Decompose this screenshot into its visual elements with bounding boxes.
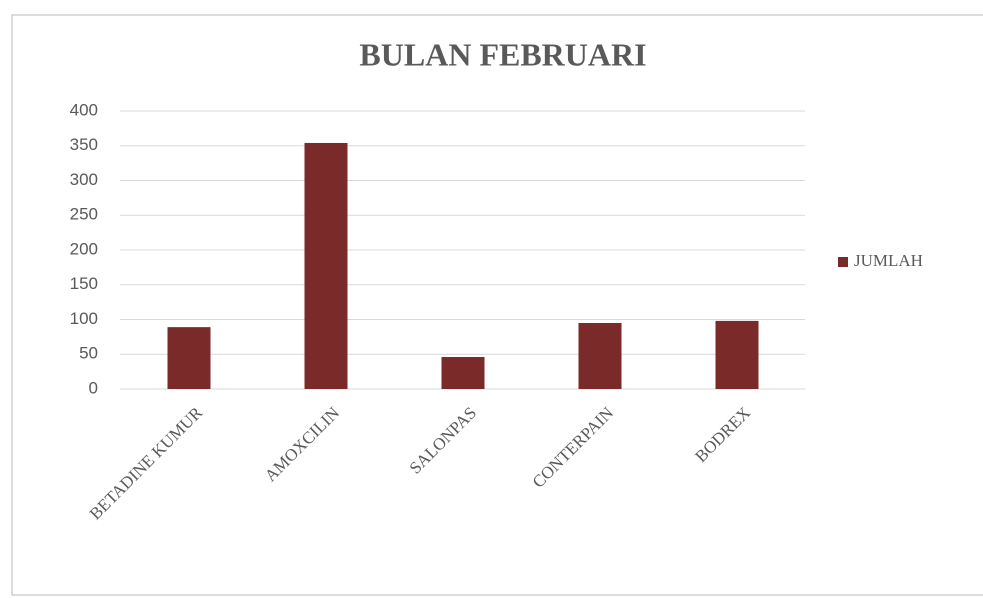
y-tick-label: 200 (70, 239, 98, 258)
y-tick-label: 150 (70, 274, 98, 293)
bar (304, 142, 348, 389)
legend-label: JUMLAH (854, 251, 923, 270)
bar (441, 357, 485, 389)
bar (715, 320, 759, 389)
y-tick-label: 400 (70, 100, 98, 119)
bar (167, 327, 211, 389)
y-tick-label: 250 (70, 205, 98, 224)
y-tick-label: 350 (70, 135, 98, 154)
y-tick-label: 50 (79, 344, 98, 363)
y-tick-label: 100 (70, 309, 98, 328)
bar (578, 322, 622, 389)
y-tick-label: 300 (70, 170, 98, 189)
y-tick-label: 0 (89, 378, 98, 397)
legend-swatch (838, 257, 848, 267)
chart-title: BULAN FEBRUARI (359, 36, 646, 72)
chart-frame (11, 14, 983, 596)
